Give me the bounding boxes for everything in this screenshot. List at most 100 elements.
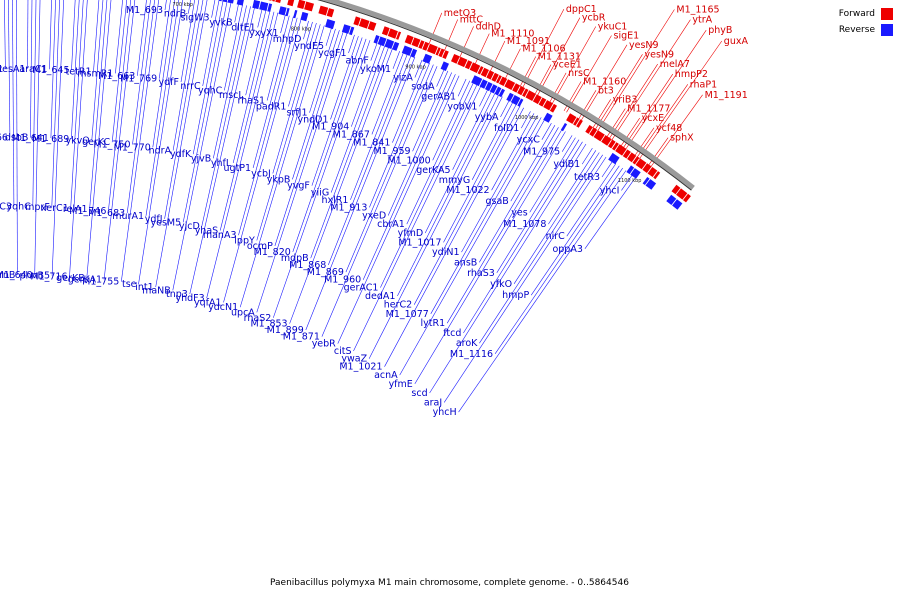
gene-feature [325,19,336,30]
gene-feature [471,75,483,87]
gene-feature [367,21,377,31]
gene-feature [635,158,647,170]
reverse-gene-label: tse [122,279,137,290]
reverse-gene-label: araC1 [19,64,47,75]
forward-gene-label: melA7 [660,59,690,70]
gene-feature [300,11,309,22]
reverse-gene-label: oppA3 [552,244,582,255]
leader-line [594,54,643,130]
leader-line [172,2,232,291]
reverse-gene-label: rhaS2 [244,313,272,324]
reverse-gene-label: ycgF1 [318,48,346,59]
leader-line [443,103,517,243]
leader-line [496,139,580,273]
reverse-gene-label: yqhC [198,85,223,96]
leader-line [305,56,416,331]
gene-feature [440,61,449,71]
gene-feature [457,56,468,68]
leader-line [452,91,492,170]
leader-line [164,0,167,11]
reverse-gene-label: M1_959 [373,146,410,157]
forward-gene-label: M1_1106 [522,44,565,55]
leader-line [234,3,239,23]
reverse-gene-label: yybA [475,112,499,123]
leader-line [397,94,500,297]
reverse-gene-label: relA1 [63,204,88,215]
reverse-gene-label: hmpP [502,290,529,301]
leader-line [399,119,545,376]
reverse-gene-label: M1_1017 [398,237,441,248]
leader-line [219,11,275,231]
reverse-gene-label: yqfA1 [194,297,222,308]
reverse-gene-label: yobV1 [447,101,477,112]
forward-gene-label: M1_1110 [491,29,534,40]
reverse-gene-label: gerAC1 [344,283,379,294]
legend-forward-label: Forward [838,9,875,19]
reverse-gene-label: mmyG [439,175,471,186]
reverse-gene-label: tnp3 [166,289,188,300]
leader-line [292,38,367,252]
gene-feature [538,97,547,107]
leader-line [16,0,18,276]
reverse-gene-label: gerKC [82,137,110,148]
reverse-gene-label: yiiG [311,188,329,199]
reverse-gene-label: ykoM1 [360,64,391,75]
scale-label: 1000 kbp [515,115,539,121]
reverse-gene-label: yjcD [179,221,200,232]
gene-feature [377,36,387,47]
gene-feature [494,86,502,96]
leader-line [458,170,627,413]
gene-feature [627,152,637,163]
forward-gene-label: nrsC [568,68,590,79]
reverse-gene-label: M1_683 [88,208,125,219]
reverse-gene-label: upcA [231,307,255,318]
gene-feature [304,1,314,12]
reverse-gene-label: yhdF3 [176,293,205,304]
gene-feature [560,123,568,132]
reverse-gene-label: yesM5 [151,217,182,228]
reverse-gene-label: M1_750 [93,140,130,151]
reverse-gene-label: yizA [393,73,413,84]
reverse-gene-label: dsbB [5,133,29,144]
reverse-gene-label: citS [334,346,352,357]
leader-line [188,0,191,14]
reverse-gene-label: ydfJ [145,214,163,225]
gene-feature [642,163,652,173]
gene-feature [480,67,489,78]
leader-line [108,0,132,211]
leader-line [202,0,220,87]
leader-line [370,42,378,61]
forward-gene-label: sphX [670,133,694,144]
leader-line [224,4,243,91]
gene-feature [517,85,526,96]
leader-line [581,147,593,165]
leader-line [266,15,290,101]
leader-line [622,73,674,149]
forward-gene-label: bt3 [598,85,614,96]
reverse-gene-label: mhpD [273,34,302,45]
leader-line [621,174,633,191]
reverse-gene-label: M1_689 [32,134,69,145]
leader-line [551,26,597,105]
reverse-gene-label: cbrA1 [377,219,405,230]
reverse-gene-label: ugtP1 [224,163,252,174]
leader-line [325,27,332,46]
reverse-gene-label: ykpB [267,174,291,185]
gene-feature [576,119,583,128]
reverse-gene-label: yes [511,207,527,218]
leader-line [368,96,503,359]
reverse-gene-label: M1_871 [283,332,320,343]
reverse-gene-label: ftcd [443,328,461,339]
reverse-gene-label: sigW3 [181,13,210,24]
reverse-gene-label: yndD1 [297,114,328,125]
gene-feature [285,7,290,17]
gene-feature [506,92,514,102]
gene-feature [411,37,421,48]
gene-feature [645,179,657,190]
reverse-gene-label: padR1 [256,101,287,112]
reverse-gene-label: M1_841 [353,138,390,149]
leader-line [71,0,76,71]
reverse-gene-label: ndrA [149,146,172,157]
gene-feature [626,165,635,175]
